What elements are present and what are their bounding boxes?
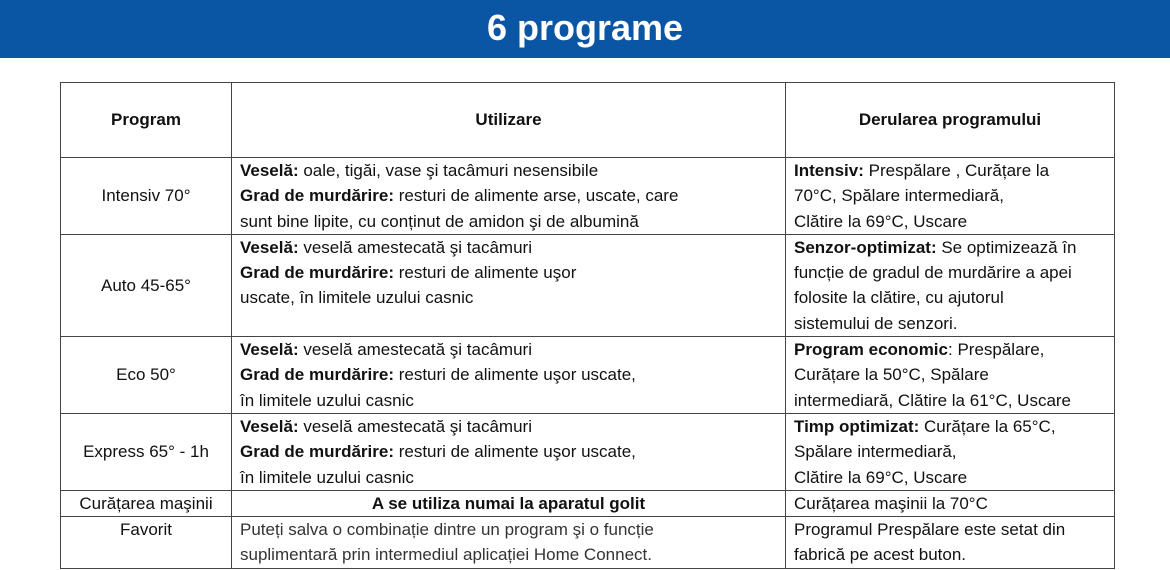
text-line: Senzor-optimizat: Se optimizează în bbox=[794, 237, 1077, 257]
text-line: Clătire la 69°C, Uscare bbox=[794, 467, 968, 487]
text-line: Grad de murdărire: resturi de alimente u… bbox=[240, 442, 636, 462]
header-program: Program bbox=[60, 82, 232, 158]
text-line: sistemului de senzori. bbox=[794, 313, 958, 333]
text-line: Grad de murdărire: resturi de alimente u… bbox=[240, 263, 577, 283]
table-row: Favorit Puteți salva o combinație dintre … bbox=[60, 516, 1115, 569]
text-line: Program economic: Prespălare, bbox=[794, 340, 1045, 360]
text-line: fabrică pe acest buton. bbox=[794, 545, 967, 565]
text-line: uscate, în limitele uzului casnic bbox=[240, 288, 474, 308]
program-name: Favorit bbox=[60, 516, 232, 569]
bold-label: Veselă: bbox=[240, 161, 299, 180]
bold-label: Grad de murdărire: bbox=[240, 442, 394, 462]
usage-cell: Puteți salva o combinație dintre un prog… bbox=[231, 516, 786, 569]
usage-cell: Veselă: oale, tigăi, vase şi tacâmuri ne… bbox=[231, 157, 786, 235]
bold-label: Veselă: bbox=[240, 340, 299, 360]
bold-label: Veselă: bbox=[240, 416, 299, 436]
bold-label: Grad de murdărire: bbox=[240, 365, 394, 385]
flow-cell: Curățarea maşinii la 70°C bbox=[785, 489, 1115, 518]
text-line: Veselă: oale, tigăi, vase şi tacâmuri ne… bbox=[240, 161, 599, 180]
bold-label: Program economic bbox=[794, 340, 948, 360]
program-name: Eco 50° bbox=[60, 336, 232, 414]
program-name: Express 65° - 1h bbox=[60, 412, 232, 491]
table-row: Express 65° - 1h Veselă: veselă amestecat… bbox=[60, 412, 1115, 491]
text-line: Curățarea maşinii la 70°C bbox=[794, 493, 988, 513]
text-line: în limitele uzului casnic bbox=[240, 390, 414, 410]
usage-cell: Veselă: veselă amestecată şi tacâmuri Gra… bbox=[231, 233, 786, 338]
program-name: Intensiv 70° bbox=[60, 157, 232, 235]
text-line: Clătire la 69°C, Uscare bbox=[794, 211, 968, 231]
text-line: Curățare la 50°C, Spălare bbox=[794, 365, 989, 385]
flow-cell: Timp optimizat: Curățare la 65°C, Spălare… bbox=[785, 412, 1115, 491]
text-line: Intensiv: Prespălare , Curățare la bbox=[794, 161, 1050, 180]
text-line: sunt bine lipite, cu conținut de amidon … bbox=[240, 211, 639, 231]
usage-cell: Veselă: veselă amestecată şi tacâmuri Gra… bbox=[231, 412, 786, 491]
bold-label: Intensiv: bbox=[794, 161, 864, 180]
text-line: Veselă: veselă amestecată şi tacâmuri bbox=[240, 237, 532, 257]
table-row: Auto 45-65° Veselă: veselă amestecată şi … bbox=[60, 233, 1115, 338]
flow-cell: Senzor-optimizat: Se optimizează în funcț… bbox=[785, 233, 1115, 338]
program-name: Auto 45-65° bbox=[60, 233, 232, 338]
bold-label: Timp optimizat: bbox=[794, 416, 920, 436]
text-line: Veselă: veselă amestecată şi tacâmuri bbox=[240, 340, 532, 360]
page-title: 6 programe bbox=[0, 0, 1170, 58]
text-line: Timp optimizat: Curățare la 65°C, bbox=[794, 416, 1056, 436]
table-row: Eco 50° Veselă: veselă amestecată şi tacâ… bbox=[60, 336, 1115, 414]
text-line: Puteți salva o combinație dintre un prog… bbox=[240, 520, 654, 540]
header-usage: Utilizare bbox=[231, 82, 786, 158]
flow-cell: Intensiv: Prespălare , Curățare la 70°C, … bbox=[785, 157, 1115, 235]
flow-cell: Programul Prespălare este setat din fabri… bbox=[785, 516, 1115, 569]
programs-table: Program Utilizare Derularea programului … bbox=[60, 82, 1115, 569]
text-line: în limitele uzului casnic bbox=[240, 467, 414, 487]
usage-cell: A se utiliza numai la aparatul golit bbox=[231, 489, 786, 518]
table-row: Curățarea maşinii A se utiliza numai la a… bbox=[60, 489, 1115, 518]
program-name: Curățarea maşinii bbox=[60, 489, 232, 518]
bold-label: Senzor-optimizat: bbox=[794, 237, 937, 257]
text-line: Veselă: veselă amestecată şi tacâmuri bbox=[240, 416, 532, 436]
text-line: Grad de murdărire: resturi de alimente a… bbox=[240, 186, 679, 206]
text-line: Spălare intermediară, bbox=[794, 442, 957, 462]
header-flow: Derularea programului bbox=[785, 82, 1115, 158]
bold-label: Grad de murdărire: bbox=[240, 263, 394, 283]
table-row: Intensiv 70° Veselă: oale, tigăi, vase şi… bbox=[60, 157, 1115, 235]
text-line: 70°C, Spălare intermediară, bbox=[794, 186, 1004, 206]
usage-cell: Veselă: veselă amestecată şi tacâmuri Gra… bbox=[231, 336, 786, 414]
text-line: suplimentară prin intermediul aplicației… bbox=[240, 545, 652, 565]
bold-label: Veselă: bbox=[240, 237, 299, 257]
bold-label: Grad de murdărire: bbox=[240, 186, 394, 206]
flow-cell: Program economic: Prespălare, Curățare la… bbox=[785, 336, 1115, 414]
text-line: Grad de murdărire: resturi de alimente u… bbox=[240, 365, 636, 385]
usage-note: A se utiliza numai la aparatul golit bbox=[371, 493, 646, 513]
text-line: funcție de gradul de murdărire a apei bbox=[794, 263, 1072, 283]
text-line: Programul Prespălare este setat din bbox=[794, 520, 1066, 540]
text-line: folosite la clătire, cu ajutorul bbox=[794, 288, 1004, 308]
text-line: intermediară, Clătire la 61°C, Uscare bbox=[794, 390, 1072, 410]
